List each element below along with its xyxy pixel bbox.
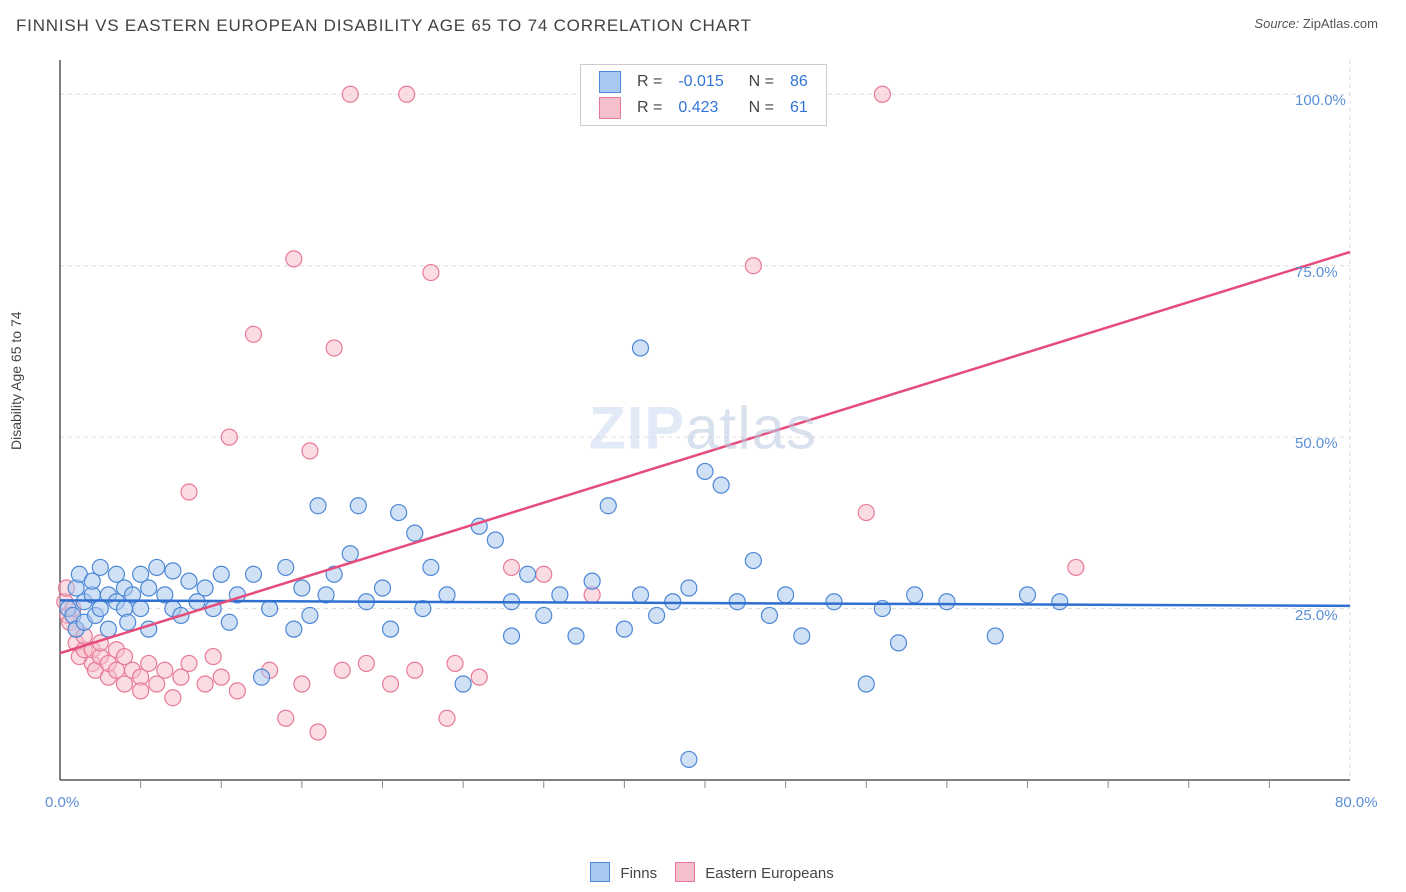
stats-row: R =-0.015 N =86 xyxy=(591,69,816,95)
stat-r-value: 0.423 xyxy=(670,95,731,121)
stats-row: R =0.423 N =61 xyxy=(591,95,816,121)
x-tick-label: 80.0% xyxy=(1335,794,1378,811)
stat-n-value: 86 xyxy=(782,69,816,95)
stat-r-value: -0.015 xyxy=(670,69,731,95)
legend-swatch xyxy=(590,862,610,882)
stat-r-label: R = xyxy=(629,69,670,95)
series-legend: Finns Eastern Europeans xyxy=(0,862,1406,882)
stat-r-label: R = xyxy=(629,95,670,121)
y-tick-label: 100.0% xyxy=(1295,92,1346,109)
legend-swatch xyxy=(675,862,695,882)
chart-title: FINNISH VS EASTERN EUROPEAN DISABILITY A… xyxy=(16,16,752,36)
legend-swatch xyxy=(599,97,621,119)
y-tick-label: 75.0% xyxy=(1295,264,1338,281)
legend-label: Finns xyxy=(616,865,657,882)
y-axis-label: Disability Age 65 to 74 xyxy=(8,311,24,450)
stats-legend: R =-0.015 N =86R =0.423 N =61 xyxy=(580,64,827,126)
y-tick-label: 25.0% xyxy=(1295,607,1338,624)
source-name: ZipAtlas.com xyxy=(1303,16,1378,31)
x-tick-label: 0.0% xyxy=(45,794,79,811)
stat-n-label: N = xyxy=(732,69,782,95)
legend-swatch xyxy=(599,71,621,93)
correlation-scatter-chart xyxy=(50,50,1380,810)
legend-label: Eastern Europeans xyxy=(701,865,834,882)
source-attribution: Source: ZipAtlas.com xyxy=(1254,16,1378,31)
source-label: Source: xyxy=(1254,16,1299,31)
y-tick-label: 50.0% xyxy=(1295,435,1338,452)
stat-n-value: 61 xyxy=(782,95,816,121)
stat-n-label: N = xyxy=(732,95,782,121)
